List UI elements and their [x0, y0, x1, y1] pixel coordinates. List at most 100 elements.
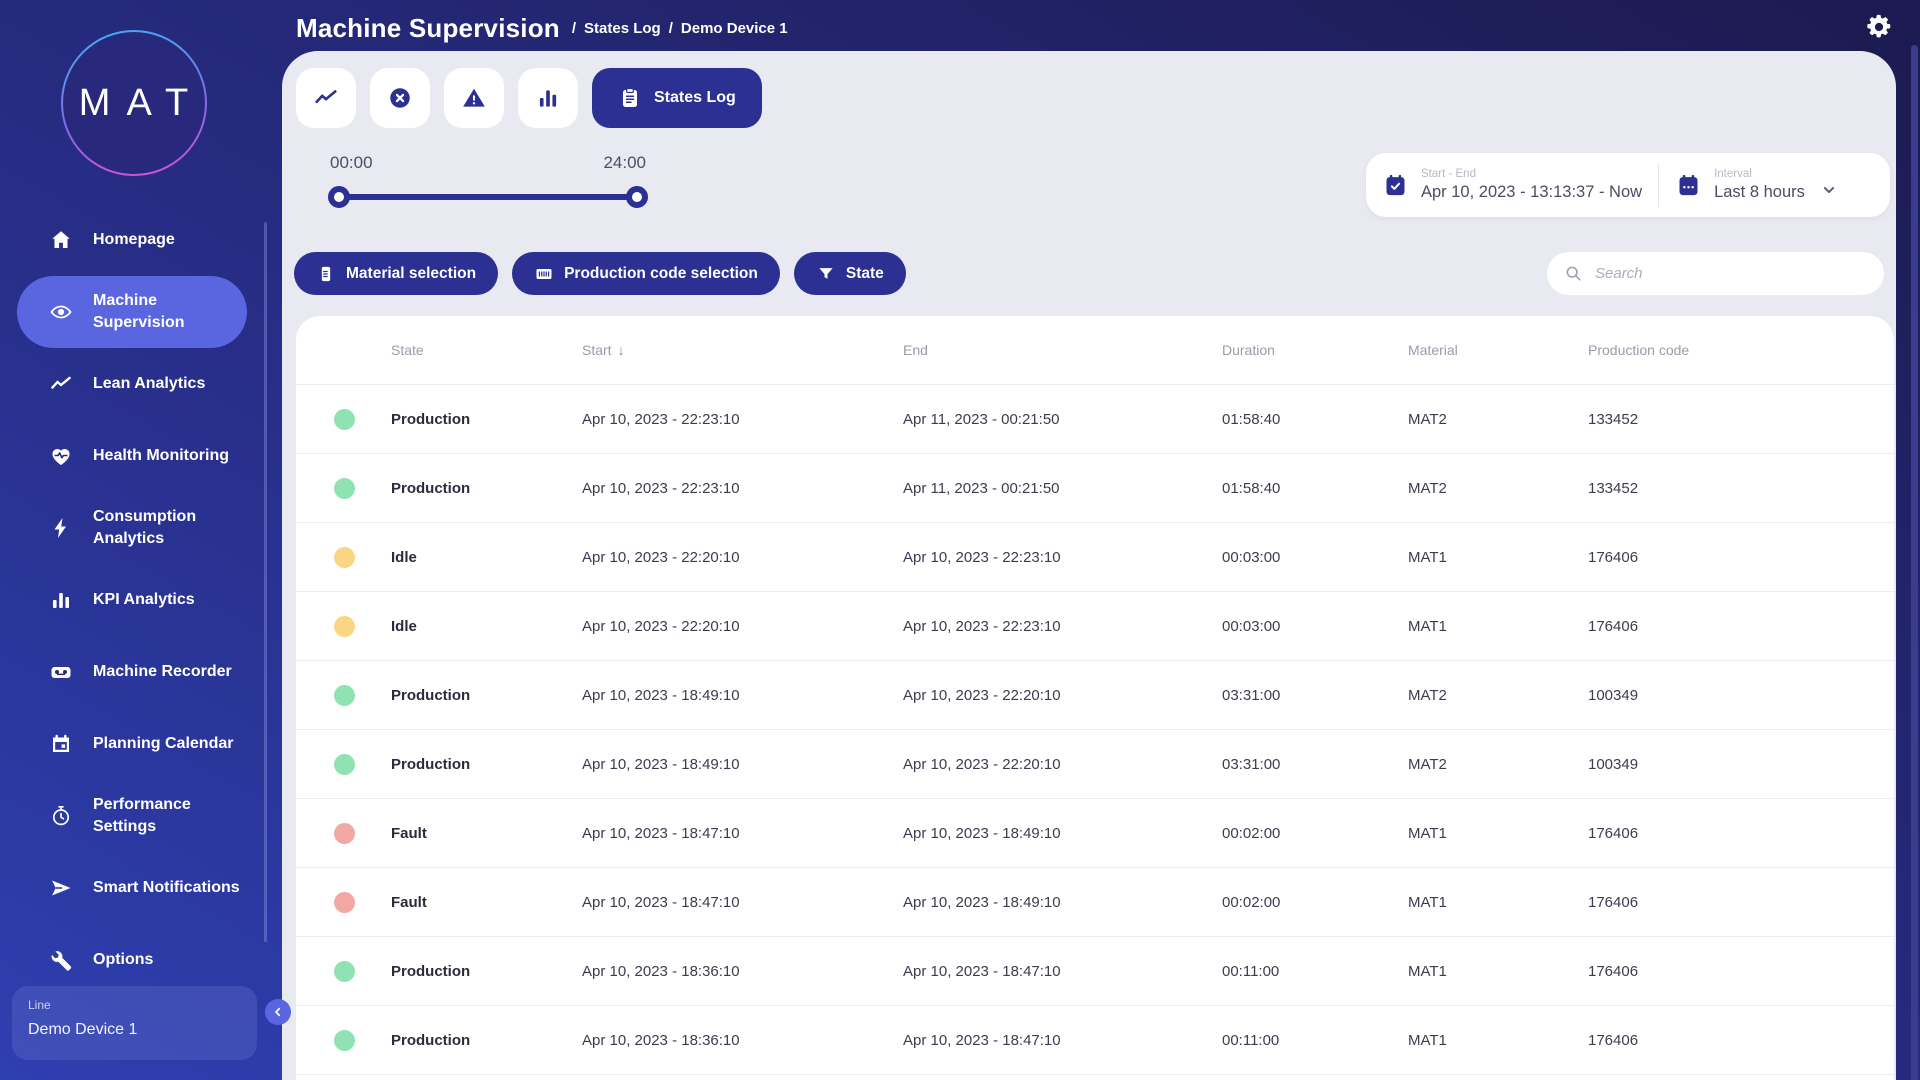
tab-states-log[interactable]: States Log [592, 68, 762, 128]
page-scrollbar[interactable] [1911, 45, 1918, 1080]
filters-row: Material selection Production code selec… [294, 252, 906, 295]
table-row[interactable]: Production Apr 10, 2023 - 18:36:10 Apr 1… [296, 937, 1894, 1006]
state-dot [334, 892, 355, 913]
trend-icon [313, 85, 339, 111]
sidebar-item-label: Homepage [93, 229, 175, 251]
cell-end: Apr 10, 2023 - 22:23:10 [903, 549, 1222, 566]
sidebar-item-smart-notifications[interactable]: Smart Notifications [17, 852, 247, 924]
states-table: State Start↓ End Duration Material Produ… [296, 316, 1894, 1080]
slider-handle-end[interactable] [626, 186, 648, 208]
state-dot [334, 409, 355, 430]
slider-track[interactable] [330, 194, 646, 200]
slider-end-label: 24:00 [603, 153, 646, 173]
table-header-row: State Start↓ End Duration Material Produ… [296, 316, 1894, 385]
cell-material: MAT1 [1408, 825, 1588, 842]
cell-state: Production [391, 687, 582, 704]
sidebar-item-label: Smart Notifications [93, 877, 240, 899]
sidebar-nav: Homepage Machine Supervision Lean Analyt… [0, 204, 267, 996]
funnel-icon [816, 264, 836, 284]
brand-logo: MAT [61, 30, 207, 176]
table-row[interactable]: Fault Apr 10, 2023 - 18:47:10 Apr 10, 20… [296, 868, 1894, 937]
brand-logo-text: MAT [63, 82, 204, 125]
slider-handle-start[interactable] [328, 186, 350, 208]
sidebar-item-label: Planning Calendar [93, 733, 233, 755]
material-selection-button[interactable]: Material selection [294, 252, 498, 295]
state-filter-button[interactable]: State [794, 252, 906, 295]
daterange-panel: Start - End Apr 10, 2023 - 13:13:37 - No… [1366, 153, 1890, 217]
cell-duration: 00:02:00 [1222, 894, 1408, 911]
state-dot [334, 823, 355, 844]
table-row[interactable]: Production Apr 10, 2023 - 18:49:10 Apr 1… [296, 661, 1894, 730]
tab-kpi-view[interactable] [518, 68, 578, 128]
table-row[interactable]: Production Apr 10, 2023 - 22:23:10 Apr 1… [296, 454, 1894, 523]
cell-start: Apr 10, 2023 - 18:36:10 [582, 1032, 903, 1049]
sidebar-collapse-button[interactable] [265, 999, 291, 1025]
cell-state: Production [391, 411, 582, 428]
cell-end: Apr 10, 2023 - 18:49:10 [903, 825, 1222, 842]
state-dot [334, 961, 355, 982]
chevron-left-icon [270, 1004, 286, 1020]
column-header-start[interactable]: Start↓ [582, 342, 903, 358]
cell-start: Apr 10, 2023 - 18:49:10 [582, 687, 903, 704]
sidebar-item-label: Lean Analytics [93, 373, 205, 395]
column-header-duration[interactable]: Duration [1222, 342, 1408, 358]
settings-button[interactable] [1866, 14, 1892, 40]
column-header-state[interactable]: State [391, 342, 582, 358]
sidebar-item-label: Health Monitoring [93, 445, 229, 467]
sidebar-item-kpi-analytics[interactable]: KPI Analytics [17, 564, 247, 636]
wrench-icon [49, 948, 73, 972]
cell-material: MAT2 [1408, 687, 1588, 704]
sidebar-item-lean-analytics[interactable]: Lean Analytics [17, 348, 247, 420]
table-row[interactable]: Production Apr 10, 2023 - 18:49:10 Apr 1… [296, 730, 1894, 799]
column-header-production-code[interactable]: Production code [1588, 342, 1894, 358]
sidebar-item-performance-settings[interactable]: Performance Settings [17, 780, 247, 852]
tab-warnings-view[interactable] [444, 68, 504, 128]
table-row[interactable]: Production Apr 10, 2023 - 18:36:10 Apr 1… [296, 1006, 1894, 1075]
cell-production-code: 133452 [1588, 480, 1894, 497]
interval-label: Interval [1714, 168, 1805, 180]
table-row[interactable]: Production Apr 10, 2023 - 22:23:10 Apr 1… [296, 385, 1894, 454]
cell-start: Apr 10, 2023 - 18:49:10 [582, 756, 903, 773]
breadcrumb-separator: / [572, 20, 576, 37]
gear-icon [1866, 14, 1892, 40]
sidebar-item-planning-calendar[interactable]: Planning Calendar [17, 708, 247, 780]
column-header-end[interactable]: End [903, 342, 1222, 358]
app-root: MAT Homepage Machine Supervision Lean An… [0, 0, 1920, 1080]
start-end-picker[interactable]: Start - End Apr 10, 2023 - 13:13:37 - No… [1366, 168, 1658, 202]
search-input[interactable] [1547, 252, 1884, 295]
tab-faults-view[interactable] [370, 68, 430, 128]
table-row[interactable]: Idle Apr 10, 2023 - 22:20:10 Apr 10, 202… [296, 592, 1894, 661]
sidebar-item-machine-supervision[interactable]: Machine Supervision [17, 276, 247, 348]
tab-trend-view[interactable] [296, 68, 356, 128]
sidebar-item-homepage[interactable]: Homepage [17, 204, 247, 276]
sidebar-item-label: Performance Settings [93, 794, 247, 837]
cell-start: Apr 10, 2023 - 22:23:10 [582, 411, 903, 428]
states-table-body: Production Apr 10, 2023 - 22:23:10 Apr 1… [296, 385, 1894, 1075]
content-panel: States Log 00:00 24:00 [282, 51, 1896, 1080]
sidebar-scrollbar[interactable] [264, 222, 267, 942]
start-end-label: Start - End [1421, 168, 1642, 180]
heart-pulse-icon [49, 444, 73, 468]
state-dot [334, 685, 355, 706]
sidebar-item-consumption-analytics[interactable]: Consumption Analytics [17, 492, 247, 564]
sidebar-item-health-monitoring[interactable]: Health Monitoring [17, 420, 247, 492]
cell-end: Apr 10, 2023 - 18:47:10 [903, 963, 1222, 980]
cell-state: Idle [391, 549, 582, 566]
device-selector[interactable]: Line Demo Device 1 [12, 986, 257, 1060]
table-row[interactable]: Idle Apr 10, 2023 - 22:20:10 Apr 10, 202… [296, 523, 1894, 592]
cell-start: Apr 10, 2023 - 22:20:10 [582, 549, 903, 566]
breadcrumb-states-log[interactable]: States Log [584, 20, 661, 37]
cell-duration: 00:11:00 [1222, 1032, 1408, 1049]
production-code-selection-button[interactable]: Production code selection [512, 252, 780, 295]
cell-start: Apr 10, 2023 - 22:23:10 [582, 480, 903, 497]
breadcrumb-demo-device[interactable]: Demo Device 1 [681, 20, 788, 37]
sidebar-item-machine-recorder[interactable]: Machine Recorder [17, 636, 247, 708]
material-icon [316, 264, 336, 284]
stopwatch-icon [49, 804, 73, 828]
table-row[interactable]: Fault Apr 10, 2023 - 18:47:10 Apr 10, 20… [296, 799, 1894, 868]
interval-picker[interactable]: Interval Last 8 hours [1659, 168, 1890, 202]
column-header-material[interactable]: Material [1408, 342, 1588, 358]
slider-start-label: 00:00 [330, 153, 373, 173]
cell-start: Apr 10, 2023 - 22:20:10 [582, 618, 903, 635]
search-box [1547, 252, 1884, 295]
